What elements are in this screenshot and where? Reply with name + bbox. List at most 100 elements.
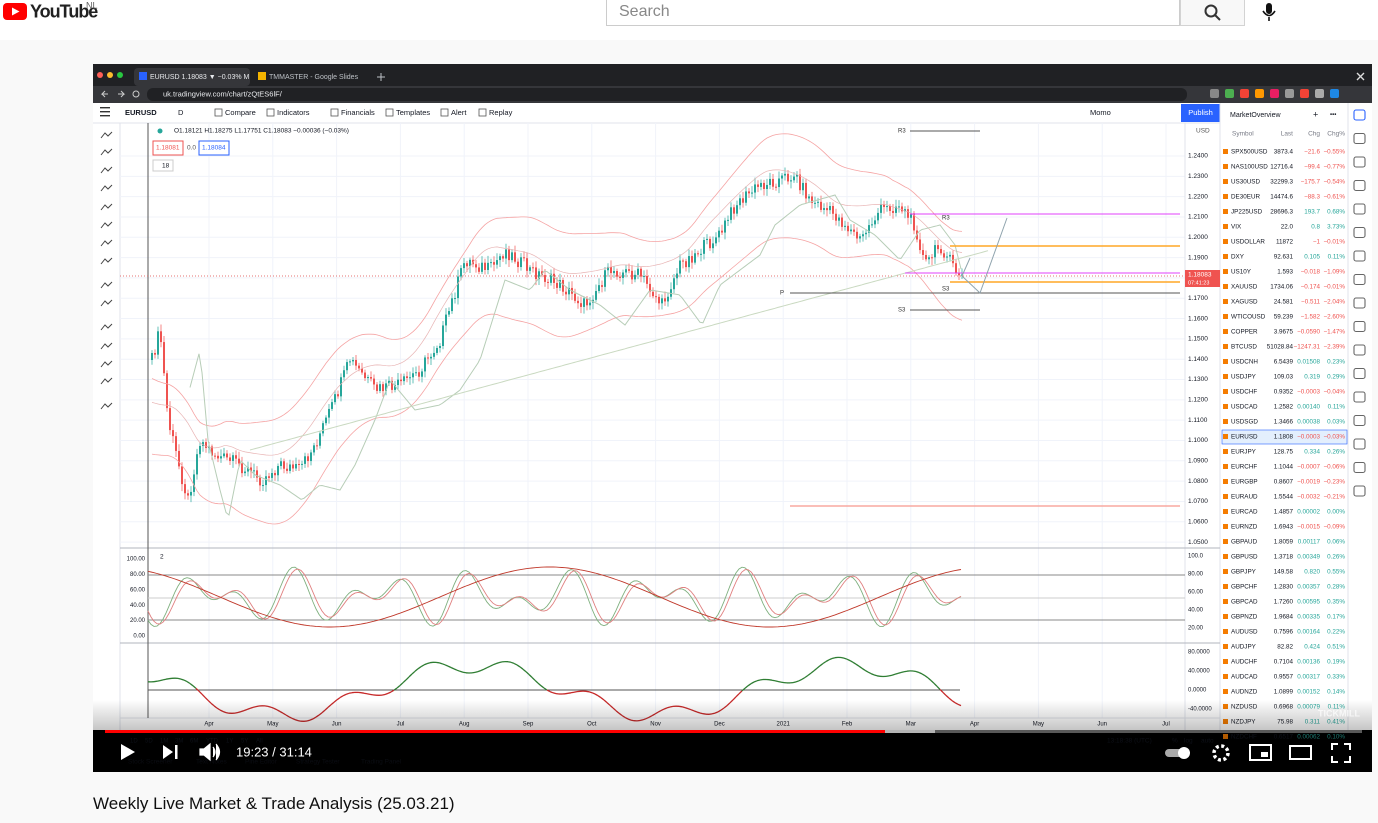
sidebar-icon[interactable] — [1353, 203, 1366, 215]
sidebar-icon[interactable] — [1353, 226, 1366, 239]
play-button[interactable] — [121, 744, 135, 760]
sidebar-icon[interactable] — [1353, 367, 1366, 380]
toolbar-item[interactable]: Financials — [341, 108, 375, 117]
market-cell[interactable]: USDJPY — [1231, 374, 1257, 381]
drawing-tool[interactable] — [100, 239, 113, 247]
sidebar-icon[interactable] — [1353, 391, 1366, 403]
market-cell[interactable]: AUDUSD — [1231, 629, 1258, 636]
drawing-tool[interactable] — [100, 377, 113, 385]
address-bar[interactable] — [147, 88, 1187, 101]
sidebar-icon[interactable] — [1353, 485, 1366, 497]
market-cell[interactable]: USDOLLAR — [1231, 239, 1265, 246]
sidebar-icon[interactable] — [1353, 132, 1366, 145]
market-cell[interactable]: BTCUSD — [1231, 344, 1257, 351]
toolbar-item[interactable]: Compare — [225, 108, 256, 117]
market-cell[interactable]: AUDCHF — [1231, 659, 1257, 666]
market-cell[interactable]: USDCAD — [1231, 404, 1258, 411]
market-cell[interactable]: AUDJPY — [1231, 644, 1257, 651]
theater-button[interactable] — [1289, 745, 1312, 760]
sidebar-icon[interactable] — [1353, 156, 1366, 168]
market-cell[interactable]: GBPCAD — [1231, 599, 1258, 606]
drawing-tool[interactable] — [100, 281, 113, 289]
settings-button[interactable] — [1212, 744, 1230, 762]
sidebar-icon[interactable] — [1353, 297, 1366, 309]
sidebar-icon[interactable] — [1353, 344, 1366, 356]
drawing-tool[interactable] — [100, 257, 113, 265]
drawing-tool[interactable] — [100, 360, 113, 368]
ask-box[interactable] — [198, 140, 230, 156]
drawing-tool[interactable] — [100, 203, 113, 211]
drawing-tool[interactable] — [100, 402, 113, 410]
sidebar-icon[interactable] — [1353, 414, 1366, 427]
drawing-tool[interactable] — [100, 221, 113, 229]
drawing-tool[interactable] — [100, 148, 113, 156]
bid-box[interactable] — [152, 140, 184, 156]
drawing-tool[interactable] — [100, 299, 113, 307]
market-cell[interactable]: US10Y — [1231, 269, 1252, 276]
tab[interactable] — [134, 68, 250, 86]
fullscreen-button[interactable] — [1331, 743, 1351, 763]
market-cell[interactable]: NAS100USD — [1231, 164, 1268, 171]
sidebar-icon[interactable] — [1353, 320, 1366, 333]
market-cell[interactable]: US30USD — [1231, 179, 1260, 186]
market-cell[interactable]: EURGBP — [1231, 479, 1258, 486]
market-cell[interactable]: AUDCAD — [1231, 674, 1258, 681]
toolbar-item[interactable]: Alert — [451, 108, 467, 117]
mic-button[interactable] — [1258, 0, 1280, 26]
toolbar-item[interactable]: Replay — [489, 108, 513, 117]
market-cell[interactable]: AUDNZD — [1231, 689, 1258, 696]
market-cell[interactable]: JP225USD — [1231, 209, 1263, 216]
market-cell[interactable]: GBPCHF — [1231, 584, 1257, 591]
market-cell[interactable]: EURUSD — [1231, 434, 1258, 441]
logo[interactable]: YouTube NL — [0, 0, 110, 28]
sidebar-icon[interactable] — [1353, 109, 1366, 121]
market-cell[interactable]: GBPJPY — [1231, 569, 1257, 576]
market-more[interactable]: ••• — [1330, 113, 1336, 119]
market-cell[interactable]: DE30EUR — [1231, 194, 1260, 201]
market-cell[interactable]: COPPER — [1231, 329, 1258, 336]
search-box[interactable]: Search — [606, 0, 1180, 26]
drawing-tool[interactable] — [100, 342, 113, 350]
market-cell[interactable]: WTICOUSD — [1231, 314, 1266, 321]
market-cell: 0.8607 — [1274, 479, 1294, 486]
market-cell[interactable]: USDSGD — [1231, 419, 1258, 426]
market-cell[interactable]: XAGUSD — [1231, 299, 1258, 306]
market-cell[interactable]: SPX500USD — [1231, 149, 1268, 156]
market-cell[interactable]: EURJPY — [1231, 449, 1257, 456]
drawing-tool[interactable] — [100, 184, 113, 192]
sidebar-icon[interactable] — [1353, 250, 1366, 262]
market-cell[interactable]: EURNZD — [1231, 524, 1258, 531]
market-cell[interactable]: USDCNH — [1231, 359, 1258, 366]
market-cell: −1.582 — [1301, 314, 1321, 321]
market-cell[interactable]: GBPNZD — [1231, 614, 1258, 621]
macd-line — [798, 678, 803, 682]
market-add[interactable]: + — [1313, 109, 1318, 119]
market-cell[interactable]: USDCHF — [1231, 389, 1257, 396]
sidebar-icon[interactable] — [1353, 438, 1366, 450]
next-button[interactable] — [163, 745, 178, 759]
sidebar-icon[interactable] — [1353, 179, 1366, 192]
market-cell[interactable]: VIX — [1231, 224, 1242, 231]
miniplayer-button[interactable] — [1249, 744, 1272, 761]
search-button[interactable] — [1180, 0, 1245, 26]
market-cell[interactable]: GBPAUD — [1231, 539, 1258, 546]
drawing-tool[interactable] — [100, 166, 113, 174]
market-cell[interactable]: XAUUSD — [1231, 284, 1258, 291]
candle-body — [808, 196, 810, 199]
market-cell[interactable]: DXY — [1231, 254, 1245, 261]
market-cell[interactable]: EURCHF — [1231, 464, 1257, 471]
publish-button[interactable] — [1181, 104, 1220, 122]
market-title: MarketOverview — [1230, 112, 1282, 119]
sidebar-icon[interactable] — [1353, 461, 1366, 474]
sidebar-icon[interactable] — [1353, 273, 1366, 286]
toolbar-item[interactable]: Indicators — [277, 108, 310, 117]
candle-body — [190, 491, 192, 496]
market-cell[interactable]: EURAUD — [1231, 494, 1258, 501]
drawing-tool[interactable] — [100, 131, 113, 139]
volume-button[interactable] — [199, 742, 221, 762]
toolbar-item[interactable]: Templates — [396, 108, 430, 117]
market-cell[interactable]: EURCAD — [1231, 509, 1258, 516]
drawing-tool[interactable] — [100, 323, 113, 331]
video-player[interactable]: EURUSD 1.18083 ▼ −0.03% M TMMASTER - Goog… — [93, 64, 1372, 772]
market-cell[interactable]: GBPUSD — [1231, 554, 1258, 561]
